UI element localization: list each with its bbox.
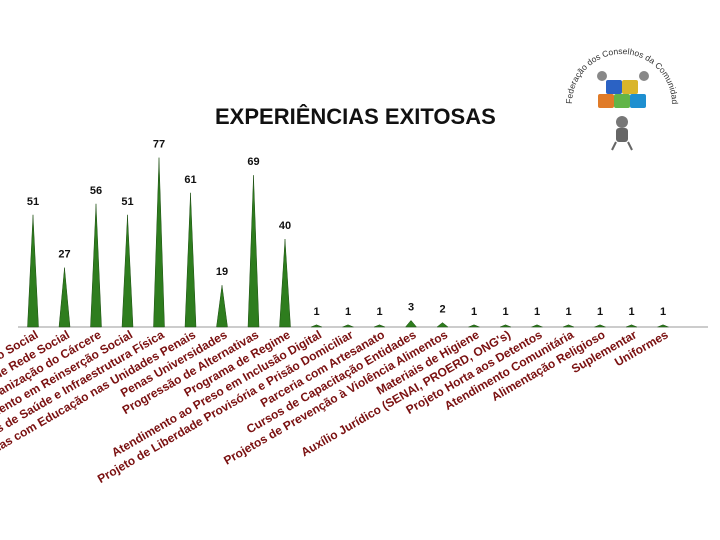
bar-17 (531, 324, 543, 328)
bar-5 (153, 157, 165, 328)
bar-10 (310, 324, 323, 328)
bar-value-label: 51 (27, 196, 39, 208)
bar-value-label: 19 (216, 266, 228, 278)
bar-15 (468, 324, 480, 328)
bar-9 (279, 238, 291, 328)
bar-4 (121, 214, 134, 328)
bar-14 (436, 322, 449, 328)
bar-value-label: 1 (376, 306, 382, 318)
bar-value-label: 1 (597, 306, 603, 318)
bar-18 (562, 324, 575, 328)
bar-value-label: 1 (471, 306, 477, 318)
bar-8 (247, 175, 260, 328)
bar-value-label: 61 (184, 174, 196, 186)
bar-value-label: 1 (345, 306, 351, 318)
bar-value-label: 1 (660, 306, 666, 318)
bar-21 (657, 324, 669, 328)
bar-value-label: 3 (408, 301, 414, 313)
bar-value-label: 69 (247, 156, 259, 168)
puzzle-people-icon (597, 71, 649, 151)
bar-value-label: 1 (534, 306, 540, 318)
bar-7 (216, 285, 228, 328)
bar-16 (499, 324, 512, 328)
bar-20 (625, 324, 638, 328)
bar-value-label: 1 (565, 306, 571, 318)
bar-13 (404, 320, 418, 328)
bar-value-label: 27 (58, 249, 70, 261)
bar-value-label: 40 (279, 220, 291, 232)
bar-value-label: 1 (313, 306, 319, 318)
bar-value-label: 56 (90, 185, 102, 197)
bar-value-label: 1 (628, 306, 634, 318)
bar-value-label: 51 (121, 196, 133, 208)
bar-6 (184, 192, 197, 328)
bar-19 (594, 324, 606, 328)
bars (27, 157, 669, 328)
bar-12 (373, 324, 386, 328)
bar-3 (90, 203, 102, 328)
bar-2 (58, 267, 71, 328)
chart-title: EXPERIÊNCIAS EXITOSAS (215, 104, 496, 129)
category-labels: Projetos de Reinserção SocialImplementaç… (0, 327, 671, 486)
bar-value-label: 2 (439, 304, 445, 316)
bar-11 (342, 324, 354, 328)
bar-value-label: 1 (502, 306, 508, 318)
bar-1 (27, 214, 39, 328)
logo: Federação dos Conselhos da Comunidade do… (556, 38, 680, 151)
bar-value-label: 77 (153, 139, 165, 151)
